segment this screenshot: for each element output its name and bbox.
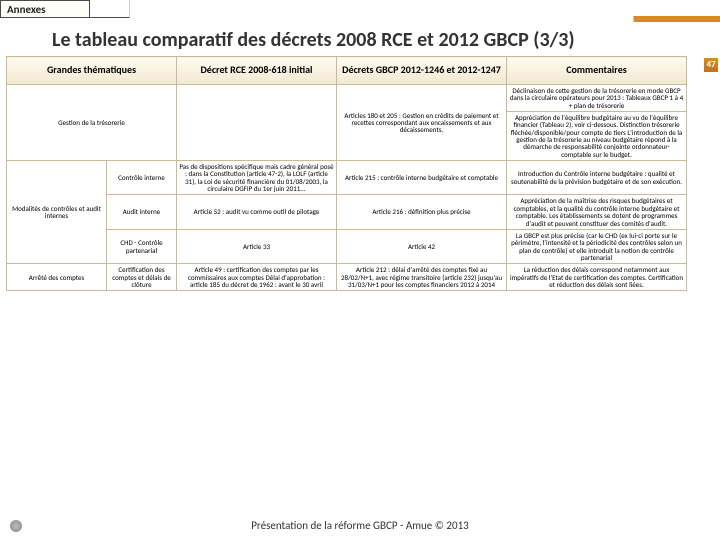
cell-comment-r2b: Appréciation de la maîtrise des risques …	[507, 195, 687, 229]
header-themes: Grandes thématiques	[7, 57, 177, 85]
cell-gbcp-r2b: Article 216 : définition plus précise	[337, 195, 507, 229]
cell-comment-r3: La réduction des délais correspond notam…	[507, 264, 687, 291]
comparison-table: Grandes thématiques Décret RCE 2008-618 …	[6, 56, 687, 291]
header-decret-2012: Décrets GBCP 2012-1246 et 2012-1247	[337, 57, 507, 85]
cell-decret-r1	[177, 85, 337, 161]
page-title: Le tableau comparatif des décrets 2008 R…	[52, 28, 710, 52]
cell-gbcp-r3: Article 212 : délai d'arrêté des comptes…	[337, 264, 507, 291]
cell-decret-r2a: Pas de dispositions spécifique mais cadr…	[177, 161, 337, 195]
cell-comment-r1a: Déclinaison de cette gestion de la tréso…	[507, 85, 687, 112]
cell-decret-r3: Article 49 : certification des comptes p…	[177, 264, 337, 291]
page-number: 47	[704, 58, 718, 72]
header-decoration	[0, 16, 720, 22]
cell-comment-r2c: La GBCP est plus précise (car le CHD (ex…	[507, 229, 687, 263]
cell-comment-r1b: Appréciation de l'équilibre budgétaire a…	[507, 112, 687, 161]
header-comments: Commentaires	[507, 57, 687, 85]
sub-audit-interne: Audit interne	[107, 195, 177, 229]
cell-decret-r2c: Article 33	[177, 229, 337, 263]
sub-controle-interne: Contrôle interne	[107, 161, 177, 195]
cell-decret-r2b: Article 52 : audit vu comme outil de pil…	[177, 195, 337, 229]
cell-gbcp-r2c: Article 42	[337, 229, 507, 263]
sub-certification: Certification des comptes et délais de c…	[107, 264, 177, 291]
theme-arrete: Arrêté des comptes	[7, 264, 107, 291]
header-decret-2008: Décret RCE 2008-618 initial	[177, 57, 337, 85]
cell-comment-r2a: Introduction du Contrôle interne budgéta…	[507, 161, 687, 195]
theme-controles: Modalités de contrôles et audit internes	[7, 161, 107, 264]
footer-text: Présentation de la réforme GBCP - Amue ©…	[0, 519, 720, 532]
theme-tresorerie: Gestion de la trésorerie	[7, 85, 177, 161]
cell-gbcp-r2a: Article 215 : contrôle interne budgétair…	[337, 161, 507, 195]
sub-chd: CHD - Contrôle partenarial	[107, 229, 177, 263]
cell-gbcp-r1: Articles 180 et 205 : Gestion en crédits…	[337, 85, 507, 161]
